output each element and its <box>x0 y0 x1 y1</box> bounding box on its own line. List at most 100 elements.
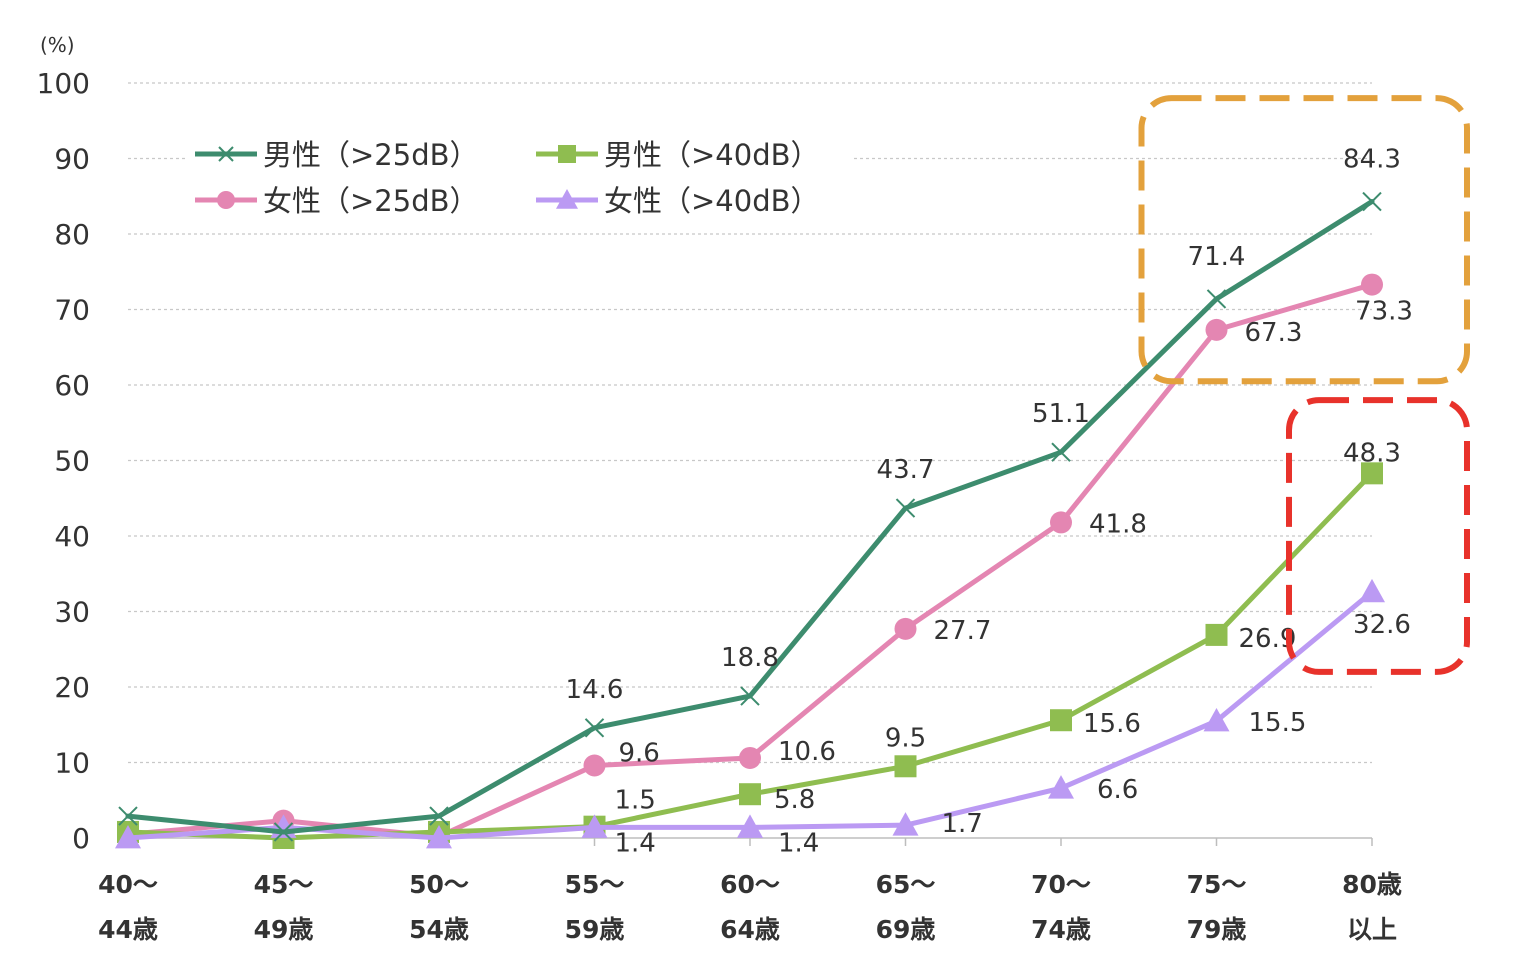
series-lines <box>115 191 1385 849</box>
red-box <box>1286 397 1470 675</box>
data-point-marker <box>1359 578 1385 603</box>
x-tick-label: 64歳 <box>720 915 780 944</box>
data-point-marker <box>426 825 452 849</box>
data-point-marker <box>1051 442 1071 462</box>
legend-marker <box>218 146 234 162</box>
y-tick-label: 60 <box>54 369 90 402</box>
data-labels: 14.618.843.751.171.484.31.5 5.89.5 15.626.… <box>566 145 1413 859</box>
x-tick-label: 55〜 <box>565 870 625 899</box>
data-label: 9.5 <box>885 723 926 753</box>
y-tick-label: 90 <box>54 143 90 176</box>
x-tick-label: 70〜 <box>1031 870 1091 899</box>
data-label: 14.6 <box>566 675 624 705</box>
data-point-marker <box>1205 623 1228 646</box>
x-tick-label: 80歳 <box>1342 870 1402 899</box>
data-label: 71.4 <box>1188 242 1246 272</box>
data-point-marker <box>1361 462 1383 485</box>
x-tick-label: 45〜 <box>254 870 314 899</box>
data-point-marker <box>739 783 761 806</box>
y-tick-label: 20 <box>54 671 90 704</box>
data-point-marker <box>583 754 606 777</box>
y-tick-label: 100 <box>37 67 90 100</box>
data-point-marker <box>892 812 919 836</box>
data-label: 51.1 <box>1032 399 1090 429</box>
data-label: 84.3 <box>1343 145 1401 175</box>
y-axis-unit-label: (%) <box>40 33 75 57</box>
marker-x-stroke <box>273 822 294 842</box>
legend-entry-label: 男性（>40dB） <box>604 138 820 172</box>
data-label: 48.3 <box>1343 438 1401 468</box>
data-point-marker <box>1203 707 1230 732</box>
data-point-marker <box>1050 709 1072 732</box>
legend-entry-label: 女性（>25dB） <box>263 184 479 218</box>
x-tick-label: 50〜 <box>409 870 469 899</box>
data-point-marker <box>584 718 605 738</box>
data-label: 32.6 <box>1353 610 1411 640</box>
y-tick-label: 40 <box>54 520 90 553</box>
x-tick-label: 44歳 <box>98 915 158 944</box>
data-point-marker <box>737 814 763 838</box>
legend-entry-label: 男性（>25dB） <box>263 138 479 172</box>
x-tick-label: 79歳 <box>1187 915 1247 944</box>
x-tick-label: 40〜 <box>98 870 158 899</box>
data-point-marker <box>894 617 917 640</box>
data-point-marker <box>895 498 916 518</box>
data-point-marker <box>1361 273 1383 296</box>
marker-x-stroke <box>1206 289 1227 309</box>
y-tick-label: 0 <box>72 822 90 855</box>
marker-x-stroke <box>740 686 760 706</box>
data-label: 18.8 <box>721 643 779 673</box>
y-tick-label: 80 <box>54 218 90 251</box>
marker-x-stroke <box>1362 191 1382 212</box>
legend-marker <box>556 189 578 209</box>
x-tick-label: 49歳 <box>254 915 314 944</box>
legend-background <box>188 124 853 224</box>
legend-entry-label: 女性（>40dB） <box>604 184 820 218</box>
x-tick-label: 75〜 <box>1187 870 1247 899</box>
x-tick-label: 60〜 <box>720 870 780 899</box>
y-tick-label: 30 <box>54 596 90 629</box>
axes: (%) 0 10 20 30 40 50 60 70 80 90 100 40〜 44歳 45〜 49歳 50〜… <box>37 33 1402 944</box>
data-point-marker <box>894 755 917 778</box>
y-tick-label: 10 <box>54 747 90 780</box>
legend: 男性（>25dB） 男性（>40dB） 女性（>25dB） 女性（>40dB） <box>188 124 853 224</box>
data-label: 10.6 <box>778 737 836 767</box>
data-point-marker <box>1206 289 1227 309</box>
data-label: 27.7 <box>934 616 992 646</box>
marker-x-stroke <box>218 146 234 162</box>
data-label: 15.5 <box>1249 708 1307 738</box>
orange-box <box>1138 95 1470 385</box>
data-label: 6.6 <box>1097 775 1138 805</box>
data-point-marker <box>115 825 141 849</box>
data-point-marker <box>1205 318 1228 341</box>
data-point-marker <box>429 806 449 826</box>
marker-x-stroke <box>118 806 138 826</box>
data-point-marker <box>1362 191 1382 212</box>
data-label: 67.3 <box>1245 318 1303 348</box>
data-label: 15.6 <box>1083 709 1141 739</box>
data-point-marker <box>740 686 760 706</box>
data-label: 1.7 <box>942 809 983 839</box>
data-label: 1.4 <box>615 828 656 858</box>
legend-marker <box>558 145 576 163</box>
x-tick-label: 59歳 <box>565 915 625 944</box>
marker-x-stroke <box>895 498 916 518</box>
highlight-boxes <box>1138 95 1470 675</box>
y-tick-label: 70 <box>54 294 90 327</box>
x-tick-label: 54歳 <box>409 915 469 944</box>
x-tick-label: 65〜 <box>876 870 936 899</box>
marker-x-stroke <box>429 806 449 826</box>
data-point-marker <box>1050 511 1072 534</box>
data-point-marker <box>739 746 761 769</box>
x-tick-label: 以上 <box>1347 915 1397 944</box>
x-tick-label: 74歳 <box>1031 915 1091 944</box>
data-label: 73.3 <box>1355 297 1413 327</box>
marker-x-stroke <box>584 718 605 738</box>
series-line-0 <box>125 199 1375 835</box>
x-tick-label: 69歳 <box>876 915 936 944</box>
data-label: 9.6 <box>619 739 660 769</box>
marker-x-stroke <box>1051 442 1071 462</box>
data-label: 41.8 <box>1089 509 1147 539</box>
y-tick-label: 50 <box>54 445 90 478</box>
